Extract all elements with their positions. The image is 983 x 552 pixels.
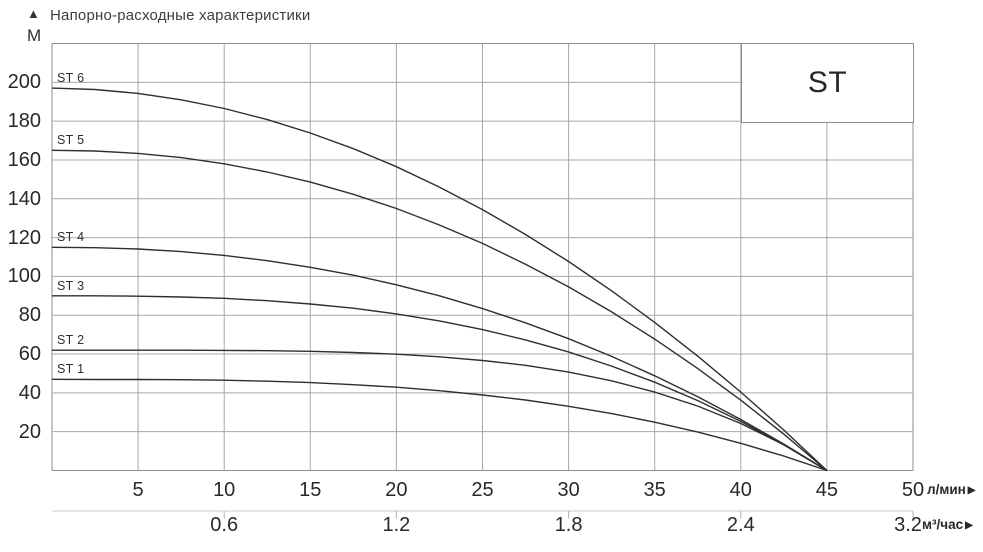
x-tick-label: 20	[385, 479, 408, 501]
x-tick-label: 50	[901, 479, 925, 501]
y-axis-unit-label: М	[27, 26, 42, 45]
y-tick-label: 20	[18, 420, 41, 443]
secondary-x-tick-label: 1.8	[554, 514, 583, 536]
right-arrow-icon: ▶	[965, 520, 973, 531]
y-tick-label: 140	[7, 187, 41, 210]
y-tick-label: 160	[7, 148, 41, 171]
series-curve-st-1	[51, 378, 828, 472]
y-tick-label: 200	[7, 71, 41, 94]
x-axis-unit-text: л/мин	[927, 482, 966, 497]
curve-label: ST 2	[57, 333, 85, 348]
x-tick-label: 25	[471, 479, 494, 501]
x-tick-label: 30	[557, 479, 580, 501]
chart-title: Напорно-расходные характеристики	[50, 7, 311, 24]
x-axis-unit: л/мин ▶	[927, 481, 975, 500]
series-curve-st-4	[51, 246, 828, 472]
curve-label: ST 3	[57, 278, 85, 293]
x-tick-label: 10	[213, 479, 236, 501]
series-family-label: ST	[807, 66, 848, 99]
secondary-x-tick-label: 2.4	[726, 514, 755, 536]
secondary-x-axis-unit-text: м³/час	[922, 517, 964, 532]
y-axis-arrow-icon: ▲	[27, 6, 40, 21]
series-curve-st-6	[51, 87, 828, 472]
curve-label: ST 5	[57, 133, 85, 148]
curve-label: ST 1	[57, 362, 85, 377]
x-tick-label: 15	[299, 479, 322, 501]
secondary-x-tick-label: 1.2	[382, 514, 411, 536]
secondary-x-tick-label: 3.2	[894, 514, 922, 536]
curve-label: ST 6	[57, 71, 85, 86]
series-family-badge: ST	[741, 43, 914, 123]
x-tick-label: 5	[132, 479, 144, 501]
x-tick-label: 40	[729, 479, 752, 501]
y-tick-label: 80	[18, 304, 41, 327]
y-tick-label: 120	[7, 226, 41, 249]
series-curve-st-2	[52, 349, 828, 472]
curve-label: ST 4	[57, 230, 85, 245]
secondary-x-tick-label: 0.6	[210, 514, 239, 536]
series-curve-st-5	[51, 149, 828, 472]
x-tick-label: 45	[815, 479, 839, 501]
y-tick-label: 100	[7, 265, 41, 288]
x-tick-label: 35	[643, 479, 666, 501]
y-tick-label: 40	[18, 381, 41, 404]
secondary-x-axis-unit: м³/час ▶	[922, 516, 973, 535]
series-curve-st-3	[52, 295, 828, 472]
y-tick-label: 180	[7, 110, 41, 133]
right-arrow-icon: ▶	[967, 485, 976, 496]
y-tick-label: 60	[18, 343, 41, 366]
